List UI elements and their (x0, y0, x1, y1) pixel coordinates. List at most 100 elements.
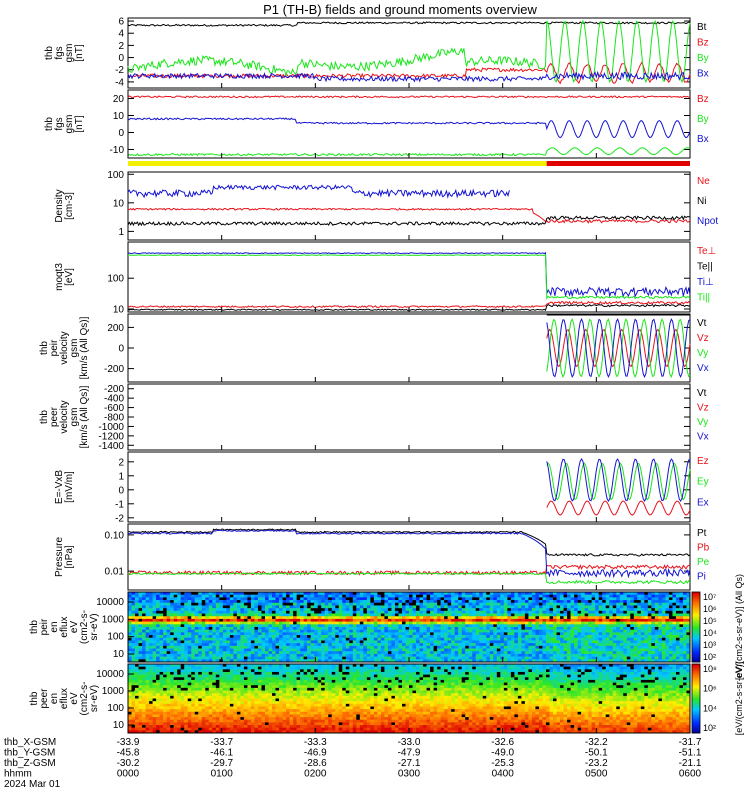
spectrogram-cell (683, 651, 687, 654)
spectrogram-cell (560, 667, 564, 670)
spectrogram-cell (377, 632, 381, 635)
spectrogram-cell (251, 614, 255, 617)
spectrogram-cell (409, 651, 413, 654)
spectrogram-cell (318, 667, 322, 670)
spectrogram-cell (209, 611, 213, 614)
spectrogram-cell (497, 667, 501, 670)
spectrogram-cell (413, 638, 417, 641)
spectrogram-cell (188, 600, 192, 603)
spectrogram-cell (405, 600, 409, 603)
spectrogram-cell (462, 627, 466, 630)
spectrogram-cell (205, 603, 209, 606)
spectrogram-cell (367, 627, 371, 630)
spectrogram-cell (539, 614, 543, 617)
spectrogram-cell (265, 603, 269, 606)
spectrogram-cell (427, 597, 431, 600)
spectrogram-cell (139, 651, 143, 654)
spectrogram-cell (132, 603, 136, 606)
spectrogram-cell (254, 669, 258, 672)
spectrogram-cell (290, 643, 294, 646)
spectrogram-cell (219, 632, 223, 635)
spectrogram-cell (416, 630, 420, 633)
spectrogram-cell (423, 603, 427, 606)
spectrogram-cell (170, 624, 174, 627)
spectrogram-cell (578, 600, 582, 603)
spectrogram-cell (170, 595, 174, 598)
spectrogram-cell (423, 643, 427, 646)
spectrogram-cell (613, 667, 617, 670)
spectrogram-cell (469, 638, 473, 641)
spectrogram-cell (648, 614, 652, 617)
spectrogram-cell (332, 616, 336, 619)
spectrogram-cell (472, 605, 476, 608)
spectrogram-cell (578, 630, 582, 633)
legend-label: Ni (697, 196, 706, 207)
spectrogram-cell (609, 669, 613, 672)
spectrogram-cell (377, 643, 381, 646)
spectrogram-cell (269, 640, 273, 643)
spectrogram-cell (139, 640, 143, 643)
spectrogram-cell (304, 611, 308, 614)
spectrogram-cell (339, 669, 343, 672)
spectrogram-cell (339, 608, 343, 611)
spectrogram-cell (177, 603, 181, 606)
spectrogram-cell (542, 643, 546, 646)
spectrogram-cell (550, 627, 554, 630)
spectrogram-cell (504, 595, 508, 598)
spectrogram-cell (142, 651, 146, 654)
spectrogram-cell (564, 646, 568, 649)
spectrogram-cell (634, 614, 638, 617)
spectrogram-cell (465, 611, 469, 614)
spectrogram-cell (209, 657, 213, 660)
spectrogram-cell (377, 622, 381, 625)
spectrogram-cell (451, 640, 455, 643)
spectrogram-cell (546, 651, 550, 654)
spectrogram-cell (325, 657, 329, 660)
spectrogram-cell (595, 622, 599, 625)
spectrogram-cell (528, 657, 532, 660)
spectrogram-cell (170, 649, 174, 652)
spectrogram-cell (216, 611, 220, 614)
spectrogram-cell (269, 608, 273, 611)
spectrogram-cell (391, 627, 395, 630)
spectrogram-cell (244, 657, 248, 660)
spectrogram-cell (335, 624, 339, 627)
spectrogram-cell (416, 611, 420, 614)
spectrogram-cell (240, 622, 244, 625)
spectrogram-cell (198, 624, 202, 627)
spectrogram-cell (195, 630, 199, 633)
spectrogram-cell (606, 669, 610, 672)
spectrogram-cell (490, 638, 494, 641)
spectrogram-cell (606, 667, 610, 670)
spectrogram-cell (356, 624, 360, 627)
spectrogram-cell (581, 597, 585, 600)
spectrogram-cell (665, 667, 669, 670)
spectrogram-cell (511, 646, 515, 649)
y-tick-label: 200 (107, 323, 124, 334)
y-tick-label: 0 (118, 344, 124, 355)
spectrogram-cell (588, 640, 592, 643)
spectrogram-cell (346, 640, 350, 643)
spectrogram-cell (472, 667, 476, 670)
spectrogram-cell (251, 667, 255, 670)
spectrogram-cell (592, 649, 596, 652)
spectrogram-cell (167, 605, 171, 608)
spectrogram-cell (423, 667, 427, 670)
spectrogram-cell (469, 635, 473, 638)
spectrogram-cell (500, 649, 504, 652)
spectrogram-cell (391, 669, 395, 672)
spectrogram-cell (553, 616, 557, 619)
spectrogram-cell (304, 672, 308, 675)
spectrogram-cell (300, 638, 304, 641)
spectrogram-cell (511, 654, 515, 657)
spectrogram-cell (367, 600, 371, 603)
spectrogram-cell (553, 605, 557, 608)
spectrogram-cell (384, 672, 388, 675)
spectrogram-cell (160, 649, 164, 652)
spectrogram-cell (493, 616, 497, 619)
spectrogram-cell (226, 622, 230, 625)
spectrogram-cell (240, 654, 244, 657)
spectrogram-cell (304, 635, 308, 638)
spectrogram-cell (276, 635, 280, 638)
spectrogram-cell (395, 614, 399, 617)
